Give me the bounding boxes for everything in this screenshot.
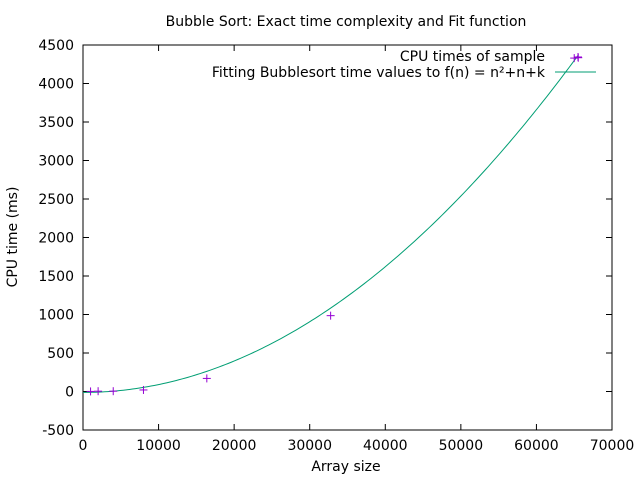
x-tick-label: 0	[79, 438, 88, 454]
x-tick-label: 40000	[363, 438, 408, 454]
x-tick-label: 60000	[514, 438, 559, 454]
data-point	[86, 387, 95, 396]
chart-title: Bubble Sort: Exact time complexity and F…	[166, 14, 527, 30]
data-point	[109, 387, 118, 396]
x-tick-label: 30000	[287, 438, 332, 454]
y-tick-label: 4000	[38, 77, 74, 93]
legend-label-fit: Fitting Bubblesort time values to f(n) =…	[212, 65, 546, 81]
y-axis: -500 0 500 1000 1500 2000 2500 3000 3500 4000 4500	[38, 38, 612, 439]
y-tick-label: 3500	[38, 115, 74, 131]
y-tick-label: 2000	[38, 231, 74, 247]
x-tick-label: 20000	[212, 438, 257, 454]
x-tick-label: 70000	[590, 438, 635, 454]
data-point	[139, 385, 148, 394]
x-axis: 0 10000 20000 30000 40000 50000 60000 70000	[79, 45, 635, 454]
legend-marker-sample	[574, 53, 582, 61]
x-tick-label: 50000	[439, 438, 484, 454]
fit-curve	[82, 55, 579, 393]
plot-frame	[82, 44, 613, 431]
legend-label-sample: CPU times of sample	[400, 49, 545, 65]
y-tick-label: 2500	[38, 192, 74, 208]
x-axis-label: Array size	[311, 459, 380, 475]
legend: CPU times of sample Fitting Bubblesort t…	[212, 49, 596, 81]
x-tick-label: 10000	[136, 438, 181, 454]
y-tick-label: -500	[42, 423, 74, 439]
data-point	[94, 387, 103, 396]
plot-border	[82, 44, 613, 431]
y-tick-label: 3000	[38, 154, 74, 170]
data-point	[202, 374, 211, 383]
y-axis-label: CPU time (ms)	[5, 187, 21, 288]
series-layer	[82, 53, 583, 396]
y-tick-label: 500	[47, 346, 74, 362]
y-tick-label: 1500	[38, 269, 74, 285]
y-tick-label: 1000	[38, 308, 74, 324]
data-point	[326, 311, 335, 320]
y-tick-label: 0	[65, 385, 74, 401]
y-tick-label: 4500	[38, 38, 74, 54]
